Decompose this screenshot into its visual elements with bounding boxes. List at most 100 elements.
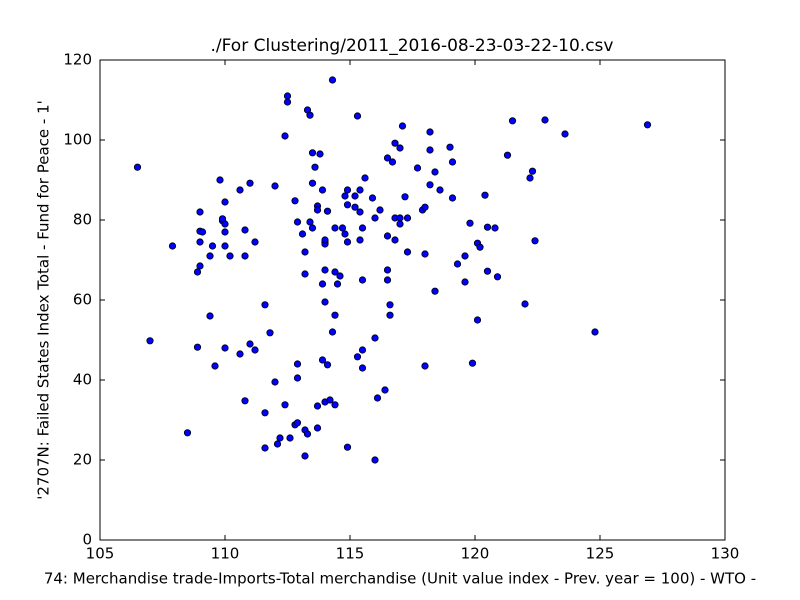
point	[321, 236, 329, 244]
point	[211, 362, 219, 370]
point	[528, 167, 537, 175]
point	[468, 359, 477, 367]
point	[328, 76, 337, 84]
point	[343, 238, 352, 246]
point	[323, 207, 332, 215]
point	[371, 334, 379, 342]
point	[318, 186, 327, 194]
point	[241, 397, 249, 405]
point	[198, 228, 207, 236]
point	[236, 350, 244, 358]
point	[261, 409, 269, 417]
point	[381, 386, 389, 394]
point	[293, 419, 302, 427]
point	[331, 268, 339, 276]
x-axis-label: 74: Merchandise trade-Imports-Total merc…	[44, 570, 756, 588]
point	[196, 262, 204, 270]
point	[308, 224, 317, 232]
point	[461, 278, 469, 286]
point	[448, 158, 457, 166]
point	[383, 232, 392, 240]
point	[473, 316, 482, 324]
point	[333, 280, 342, 288]
chart-title: ./For Clustering/2011_2016-08-23-03-22-1…	[211, 36, 614, 56]
point	[271, 378, 279, 386]
point	[343, 201, 352, 209]
point	[358, 276, 367, 284]
point	[313, 424, 322, 432]
point	[446, 143, 454, 151]
point	[168, 242, 177, 250]
point	[241, 252, 249, 260]
point	[331, 311, 339, 319]
point	[526, 174, 534, 182]
point	[196, 208, 204, 216]
point	[338, 224, 347, 232]
point	[448, 194, 457, 202]
point	[476, 243, 484, 251]
y-tick-label: 20	[73, 451, 92, 469]
point	[353, 353, 362, 361]
point	[341, 192, 349, 200]
point	[358, 346, 367, 354]
x-tick-label: 125	[586, 545, 615, 563]
x-tick-label: 120	[461, 545, 490, 563]
point	[388, 158, 397, 166]
point	[301, 452, 309, 460]
point	[356, 208, 364, 216]
point	[326, 396, 334, 404]
point	[351, 203, 359, 211]
point	[336, 272, 344, 280]
point	[271, 182, 279, 190]
point	[321, 266, 329, 274]
point	[298, 230, 307, 238]
point	[206, 252, 214, 260]
point	[343, 443, 352, 451]
point	[226, 252, 234, 260]
point	[503, 151, 512, 159]
point	[273, 440, 282, 448]
y-tick-label: 0	[82, 531, 92, 549]
point	[206, 312, 214, 320]
y-tick-label: 40	[73, 371, 92, 389]
point	[493, 273, 502, 281]
point	[313, 402, 322, 410]
point	[371, 456, 379, 464]
point	[483, 223, 492, 231]
point	[483, 267, 492, 275]
point	[301, 270, 309, 278]
point	[286, 434, 294, 442]
point	[308, 179, 317, 187]
point	[236, 186, 244, 194]
point	[261, 444, 269, 452]
point	[281, 132, 289, 140]
point	[508, 117, 517, 125]
point	[293, 218, 302, 226]
point	[193, 268, 202, 276]
point	[421, 250, 429, 258]
point	[396, 144, 404, 152]
point	[421, 203, 429, 211]
point	[436, 186, 444, 194]
x-tick-label: 115	[336, 545, 365, 563]
point	[221, 198, 229, 206]
point	[353, 112, 362, 120]
point	[251, 346, 259, 354]
point	[541, 116, 549, 124]
point	[386, 311, 394, 319]
point	[351, 192, 359, 200]
y-tick-label: 80	[73, 211, 92, 229]
point	[246, 179, 254, 187]
point	[133, 163, 142, 171]
point	[193, 343, 202, 351]
point	[281, 401, 289, 409]
point	[521, 300, 529, 308]
point	[303, 430, 312, 438]
point	[426, 146, 434, 154]
x-tick-label: 105	[86, 545, 115, 563]
point	[293, 360, 302, 368]
point	[318, 280, 327, 288]
plot-frame	[99, 59, 726, 541]
point	[221, 242, 229, 250]
